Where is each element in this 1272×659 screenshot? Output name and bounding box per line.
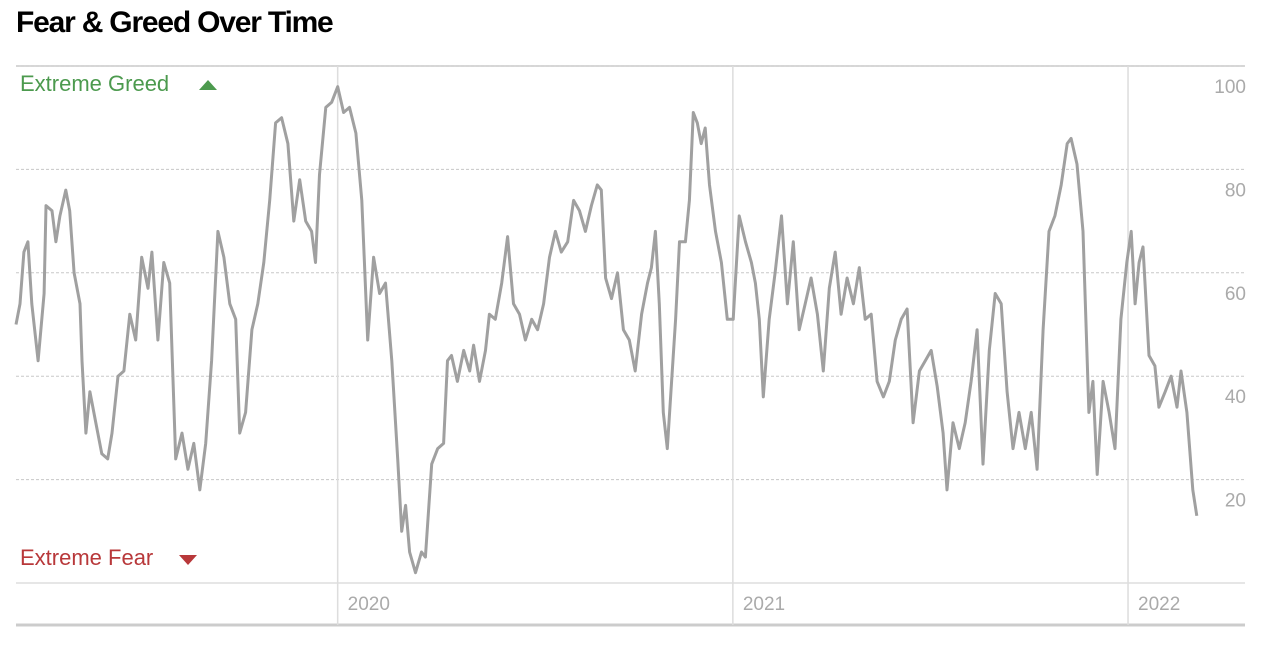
greed-annotation: Extreme Greed [20,71,169,96]
chart-title: Fear & Greed Over Time [16,6,333,39]
fear-greed-line [14,85,1199,575]
greed-arrow [199,80,217,90]
marks [14,85,1199,575]
y-tick-label: 40 [1225,387,1246,408]
x-tick-label: 2020 [348,594,390,615]
y-tick-label: 20 [1225,491,1246,512]
x-tick-label: 2022 [1138,594,1180,615]
y-tick-label: 80 [1225,180,1246,201]
fear-arrow [179,555,197,565]
y-tick-label: 60 [1225,284,1246,305]
x-tick-label: 2021 [743,594,785,615]
y-tick-label: 100 [1214,77,1246,98]
fear-annotation: Extreme Fear [20,545,153,570]
grid: 20 40 60 80 100 2020 2021 2022 [16,65,1246,625]
